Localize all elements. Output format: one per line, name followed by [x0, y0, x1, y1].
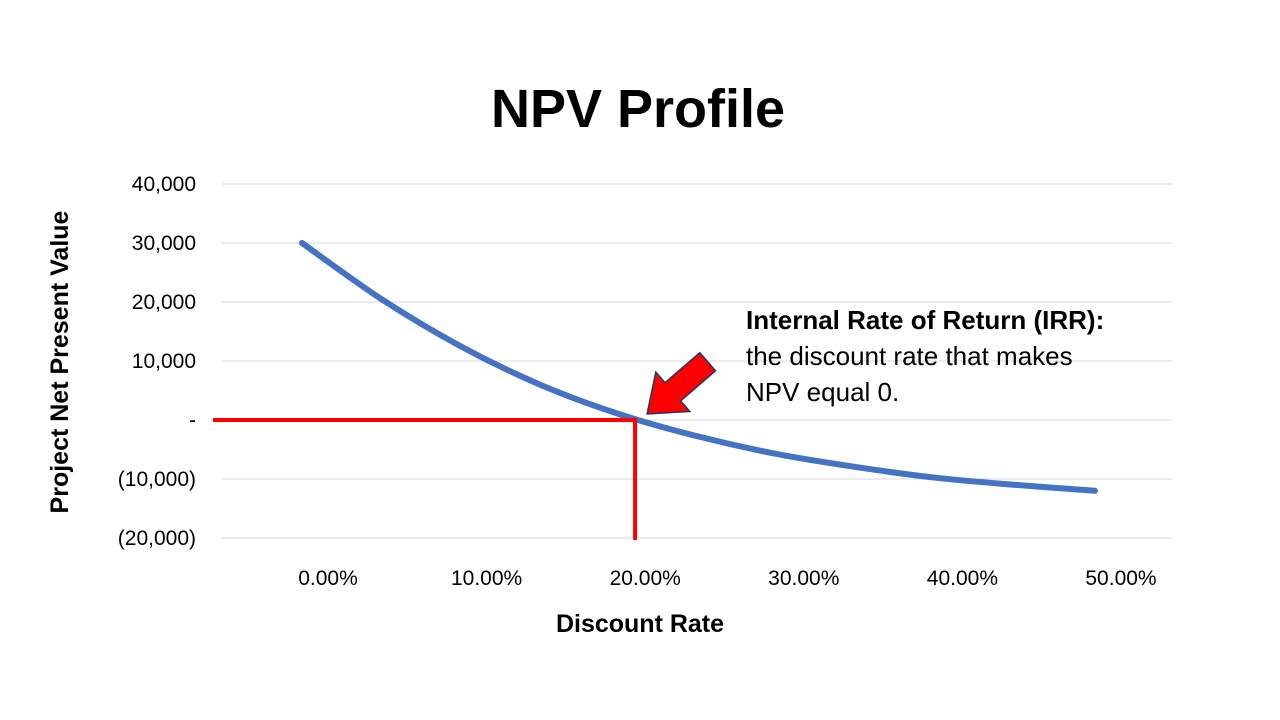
y-tick-label: 10,000	[132, 350, 196, 373]
series-layer	[299, 240, 1098, 494]
y-tick-label: (20,000)	[118, 527, 196, 550]
x-tick-label: 30.00%	[768, 567, 839, 590]
x-tick-label: 10.00%	[451, 567, 522, 590]
y-tick-labels: 40,000 30,000 20,000 10,000 - (10,000) (20,000…	[118, 173, 196, 550]
callout-arrow-layer	[646, 351, 717, 415]
npv-series-line	[299, 240, 1098, 494]
x-tick-label: 20.00%	[610, 567, 681, 590]
y-tick-label: 30,000	[132, 232, 196, 255]
x-tick-label: 40.00%	[927, 567, 998, 590]
y-tick-label: 20,000	[132, 291, 196, 314]
y-tick-label: -	[189, 409, 196, 432]
y-tick-label: (10,000)	[118, 468, 196, 491]
irr-markers	[213, 418, 638, 540]
x-tick-label: 50.00%	[1085, 567, 1156, 590]
x-tick-labels: 0.00% 10.00% 20.00% 30.00% 40.00% 50.00%	[298, 567, 1156, 590]
chart-title: NPV Profile	[490, 79, 786, 139]
y-tick-label: 40,000	[132, 173, 196, 196]
callout-line-2: NPV equal 0.	[746, 377, 900, 407]
irr-callout: Internal Rate of Return (IRR): the disco…	[746, 302, 1186, 410]
callout-arrow	[646, 351, 717, 415]
callout-line-1: the discount rate that makes	[746, 341, 1073, 371]
y-axis-title: Project Net Present Value	[46, 210, 74, 513]
callout-heading: Internal Rate of Return (IRR):	[746, 305, 1105, 335]
x-axis-title: Discount Rate	[556, 610, 724, 638]
x-tick-label: 0.00%	[298, 567, 358, 590]
